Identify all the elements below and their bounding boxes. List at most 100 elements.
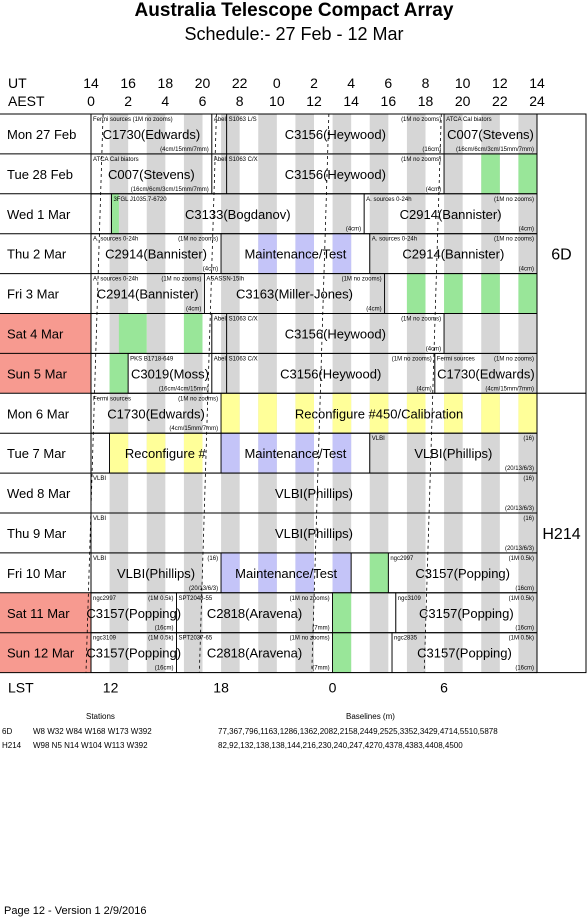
hour-stripe bbox=[406, 353, 426, 394]
hour-stripe bbox=[146, 393, 166, 434]
source-label: PKS B1718-649 bbox=[130, 356, 174, 362]
page-subtitle: Schedule:- 27 Feb - 12 Mar bbox=[184, 24, 404, 44]
project-name: C3157(Popping) bbox=[417, 646, 512, 661]
project-name: C2914(Bannister) bbox=[105, 247, 207, 262]
aest-tick-label: 6 bbox=[199, 93, 207, 109]
project-name: C1730(Edwards) bbox=[107, 406, 205, 421]
project-name: Maintenance/Test bbox=[244, 446, 346, 461]
ut-tick-label: 18 bbox=[158, 75, 174, 91]
hour-stripe bbox=[369, 513, 389, 553]
highlight-stripe bbox=[295, 433, 314, 474]
hour-stripe bbox=[258, 313, 277, 354]
hour-stripe bbox=[146, 513, 166, 553]
hour-stripe bbox=[109, 592, 129, 633]
source-label: VLBI bbox=[93, 556, 106, 562]
hour-stripe bbox=[444, 552, 463, 593]
page-footer: Page 12 - Version 1 2/9/2016 bbox=[4, 905, 147, 917]
hour-stripe bbox=[221, 193, 240, 234]
band-label: (20/13/6/3) bbox=[505, 466, 534, 472]
source-label: VLBI bbox=[372, 436, 385, 442]
highlight-stripe bbox=[183, 313, 203, 354]
project-name: C2818(Aravena) bbox=[207, 606, 302, 621]
band-label: (7mm) bbox=[312, 666, 329, 672]
hour-stripe bbox=[518, 353, 537, 394]
hour-stripe bbox=[406, 233, 426, 274]
hour-stripe bbox=[221, 273, 240, 314]
aest-tick-label: 12 bbox=[306, 93, 322, 109]
hour-stripe bbox=[295, 632, 314, 673]
correlator-label: (1M 0.5k) bbox=[509, 596, 534, 602]
hour-stripe bbox=[295, 313, 314, 354]
ut-tick-label: 14 bbox=[529, 75, 545, 91]
baseline-list: 77,367,796,1163,1286,1362,2082,2158,2449… bbox=[218, 727, 498, 736]
hour-stripe bbox=[183, 552, 203, 593]
highlight-stripe bbox=[111, 193, 119, 234]
source-label: Abell bbox=[214, 157, 227, 163]
hour-stripe bbox=[406, 552, 426, 593]
hour-stripe bbox=[518, 313, 537, 354]
band-label: (16cm/6cm/3cm/15mm/7mm) bbox=[456, 147, 534, 153]
highlight-stripe bbox=[221, 393, 240, 434]
band-label: (16cm) bbox=[155, 626, 174, 632]
hour-stripe bbox=[221, 632, 240, 673]
correlator-label: (1M no zooms) bbox=[392, 356, 432, 362]
hour-stripe bbox=[183, 632, 203, 673]
hour-stripe bbox=[109, 473, 129, 513]
band-label: (16cm) bbox=[515, 666, 534, 672]
hour-stripe bbox=[183, 513, 203, 553]
highlight-stripe bbox=[481, 273, 500, 314]
project-name: C1730(Edwards) bbox=[103, 127, 201, 142]
hour-stripe bbox=[109, 153, 129, 194]
hour-stripe bbox=[332, 313, 352, 354]
config-label: 6D bbox=[551, 247, 571, 264]
band-label: (4cm) bbox=[426, 346, 441, 352]
source-label: ATCA Cal biators bbox=[446, 117, 492, 123]
hour-stripe bbox=[109, 273, 129, 314]
hour-stripe bbox=[183, 114, 203, 154]
hour-stripe bbox=[406, 313, 426, 354]
correlator-label: (1M no zooms) bbox=[290, 636, 330, 642]
hour-stripe bbox=[481, 313, 500, 354]
hour-stripe bbox=[481, 632, 500, 673]
source-label: ATCA Cal biators bbox=[93, 157, 139, 163]
hour-stripe bbox=[258, 193, 277, 234]
highlight-stripe bbox=[332, 393, 352, 434]
hour-stripe bbox=[183, 193, 203, 234]
project-name: C3156(Heywood) bbox=[285, 326, 386, 341]
highlight-stripe bbox=[258, 233, 277, 274]
hour-stripe bbox=[518, 592, 537, 633]
hour-stripe bbox=[406, 632, 426, 673]
band-label: (20/13/6/3) bbox=[189, 586, 218, 592]
lst-tick-label: 6 bbox=[440, 680, 448, 696]
correlator-label: (1M no zooms) bbox=[161, 277, 201, 283]
highlight-stripe bbox=[332, 233, 352, 274]
source-label: Abell bbox=[214, 356, 227, 362]
hour-stripe bbox=[406, 592, 426, 633]
hour-stripe bbox=[109, 632, 129, 673]
band-label: (4cm) bbox=[519, 267, 534, 273]
day-label-cell bbox=[0, 393, 91, 434]
hour-stripe bbox=[183, 393, 203, 434]
day-label: Wed 1 Mar bbox=[7, 207, 71, 222]
ut-tick-label: 22 bbox=[232, 75, 248, 91]
hour-stripe bbox=[109, 552, 129, 593]
hour-stripe bbox=[406, 513, 426, 553]
source-label: ngc3109 bbox=[398, 596, 422, 602]
project-name: C3156(Heywood) bbox=[285, 127, 386, 142]
day-label-cell bbox=[0, 513, 91, 553]
band-label: (4cm) bbox=[519, 227, 534, 233]
highlight-stripe bbox=[258, 393, 277, 434]
hour-stripe bbox=[369, 433, 389, 474]
highlight-stripe bbox=[406, 393, 426, 434]
highlight-stripe bbox=[332, 552, 352, 593]
ut-tick-label: 12 bbox=[492, 75, 508, 91]
hour-stripe bbox=[221, 353, 240, 394]
aest-tick-label: 0 bbox=[87, 93, 95, 109]
correlator-label: (1M 0.5k) bbox=[509, 556, 534, 562]
project-name: C007(Stevens) bbox=[447, 127, 534, 142]
hour-stripe bbox=[146, 193, 166, 234]
project-name: C2914(Bannister) bbox=[400, 207, 502, 222]
hour-stripe bbox=[481, 433, 500, 474]
correlator-label: (1M no zooms) bbox=[494, 237, 534, 243]
day-label: Thu 9 Mar bbox=[7, 526, 67, 541]
